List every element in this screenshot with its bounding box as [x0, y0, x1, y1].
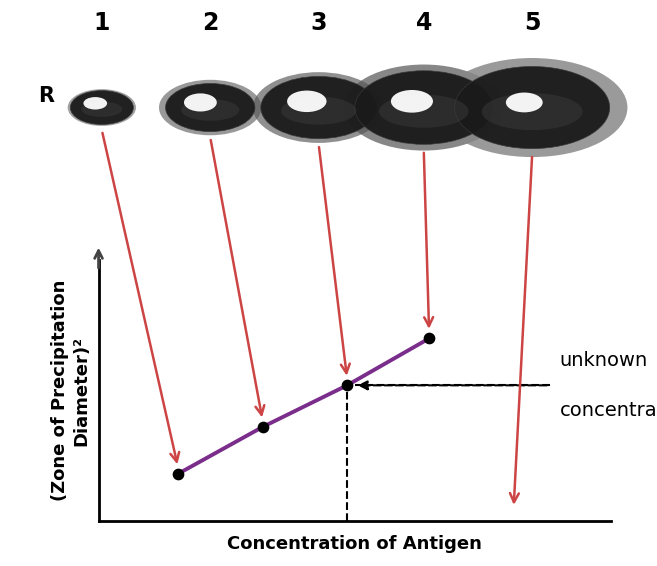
Point	[424, 334, 434, 343]
Text: 4: 4	[416, 11, 432, 35]
Text: 5: 5	[524, 11, 541, 35]
Ellipse shape	[253, 72, 384, 143]
Ellipse shape	[437, 58, 627, 157]
Ellipse shape	[68, 89, 136, 126]
Point	[173, 469, 183, 478]
Text: concentration: concentration	[560, 401, 657, 420]
Ellipse shape	[184, 93, 217, 112]
Ellipse shape	[70, 91, 133, 125]
Text: 3: 3	[310, 11, 327, 35]
Text: unknown: unknown	[560, 351, 648, 370]
Ellipse shape	[181, 99, 239, 121]
Ellipse shape	[287, 91, 327, 112]
Ellipse shape	[261, 76, 376, 139]
Ellipse shape	[391, 90, 433, 113]
X-axis label: Concentration of Antigen: Concentration of Antigen	[227, 535, 482, 552]
Ellipse shape	[506, 93, 543, 113]
Ellipse shape	[379, 95, 468, 128]
Ellipse shape	[482, 93, 583, 130]
Ellipse shape	[355, 71, 493, 144]
Ellipse shape	[83, 97, 107, 109]
Text: 2: 2	[202, 11, 218, 35]
Point	[258, 422, 268, 431]
Ellipse shape	[281, 97, 356, 125]
Ellipse shape	[455, 67, 610, 148]
Ellipse shape	[344, 65, 504, 151]
Ellipse shape	[166, 83, 255, 132]
Text: R: R	[38, 86, 54, 106]
Point	[342, 381, 352, 390]
Ellipse shape	[159, 80, 261, 135]
Y-axis label: (Zone of Precipitation
Diameter)²: (Zone of Precipitation Diameter)²	[51, 280, 90, 501]
Text: 1: 1	[94, 11, 110, 35]
Ellipse shape	[81, 102, 122, 117]
